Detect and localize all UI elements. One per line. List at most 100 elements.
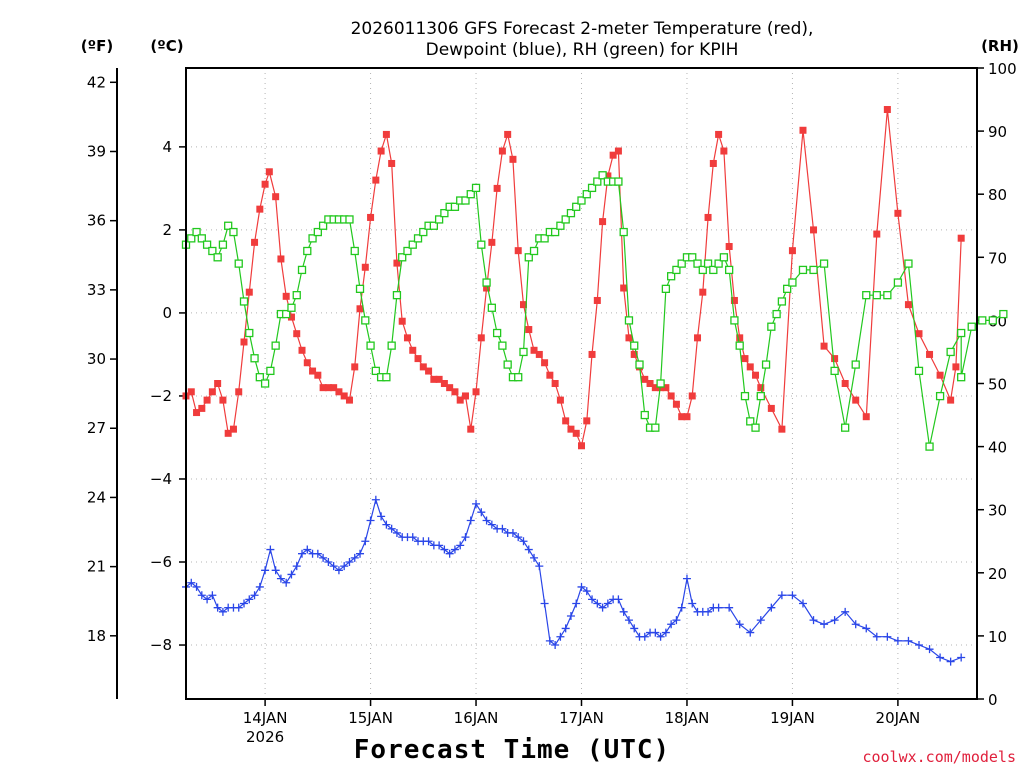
dewpoint-point — [255, 582, 264, 591]
plot-area-frame — [185, 67, 978, 700]
chart-title-line2: Dewpoint (blue), RH (green) for KPIH — [426, 40, 739, 60]
f-tick-label: 27 — [87, 419, 106, 437]
rh-point — [487, 303, 497, 312]
rh-point — [999, 309, 1008, 319]
temperature-point — [862, 413, 870, 421]
c-tick-label: −4 — [150, 470, 172, 488]
temperature-point — [224, 429, 232, 437]
rh-point — [735, 341, 744, 350]
dewpoint-point — [735, 620, 744, 629]
rh-point — [587, 183, 597, 193]
dewpoint-point — [914, 641, 923, 650]
dewpoint-point — [261, 566, 270, 575]
rh-point — [292, 291, 301, 300]
rh-point — [529, 246, 539, 256]
dewpoint-point — [540, 599, 549, 608]
dewpoint-point — [482, 516, 491, 525]
gridlines — [186, 68, 977, 699]
temperature-point — [483, 284, 491, 292]
c-tick-label: −6 — [150, 553, 172, 571]
temperature-point — [709, 159, 717, 167]
dewpoint-point — [382, 520, 391, 529]
temperature-point — [715, 130, 723, 138]
x-tick-label: 15JAN — [348, 709, 393, 727]
dewpoint-point — [798, 599, 807, 608]
rh-point — [540, 234, 549, 243]
temperature-point — [741, 355, 749, 363]
temperature-point — [282, 292, 290, 300]
temperature-point — [672, 400, 680, 408]
rh-point — [492, 328, 502, 338]
series-line — [185, 174, 1004, 447]
temperature-point — [572, 429, 580, 437]
x-tick-label: 18JAN — [665, 709, 710, 727]
x-tick-label: 19JAN — [770, 709, 815, 727]
rh-point — [598, 171, 607, 180]
temperature-point — [630, 350, 638, 358]
rh-point — [693, 259, 702, 268]
dewpoint-point — [551, 641, 560, 650]
c-tick-label: 4 — [162, 138, 172, 156]
dewpoint-point — [440, 545, 449, 554]
rh-point — [978, 316, 987, 325]
dewpoint-point — [356, 549, 365, 558]
series-line — [185, 497, 962, 663]
rh-point — [593, 177, 602, 186]
temperature-point — [614, 147, 622, 155]
dewpoint-point — [614, 595, 623, 604]
rh-point — [651, 423, 660, 432]
rh-point — [297, 265, 307, 275]
temperature-point — [361, 263, 369, 271]
dewpoint-point — [240, 599, 249, 608]
temperature-point — [504, 130, 512, 138]
rh-point — [498, 341, 507, 350]
temperature-point — [541, 359, 549, 367]
rh-point — [761, 360, 771, 369]
rh-tick-label: 90 — [988, 123, 1007, 141]
temperature-point — [477, 334, 485, 342]
rh-point — [677, 259, 686, 268]
rh-point — [245, 328, 254, 338]
dewpoint-point — [250, 591, 259, 600]
dewpoint-point — [788, 591, 797, 600]
dewpoint-point — [756, 616, 765, 625]
rh-point — [192, 227, 201, 237]
rh-point — [577, 196, 586, 205]
dewpoint-point — [872, 632, 881, 641]
dewpoint-point — [450, 545, 459, 554]
rh-point — [250, 354, 259, 363]
rh-point — [672, 265, 681, 275]
rh-unit-label: (RH) — [981, 37, 1019, 55]
temperature-point — [588, 350, 596, 358]
temperature-point — [256, 205, 264, 213]
dewpoint-point — [366, 516, 375, 525]
temperature-point — [704, 213, 712, 221]
rh-point — [688, 253, 697, 262]
dewpoint-point — [435, 541, 444, 550]
temperature-point — [562, 417, 570, 425]
dewpoint-point — [213, 603, 222, 612]
dewpoint-point — [746, 628, 755, 637]
temperature-point — [377, 147, 385, 155]
dewpoint-point — [704, 607, 713, 616]
dewpoint-point — [271, 566, 280, 575]
dewpoint-point — [725, 603, 734, 612]
temperature-point — [546, 371, 554, 379]
rh-point — [392, 291, 402, 300]
rh-tick-label: 10 — [988, 628, 1007, 646]
rh-point — [287, 303, 296, 312]
temperature-point — [841, 380, 849, 387]
temperature-point — [330, 384, 338, 392]
rh-point — [698, 265, 707, 275]
temperature-point — [388, 159, 396, 167]
rh-point — [957, 373, 966, 382]
rh-tick-label: 20 — [988, 565, 1007, 583]
dewpoint-point — [809, 616, 818, 625]
temperature-point — [435, 375, 443, 383]
rh-point — [957, 328, 966, 338]
temperature-point — [810, 226, 818, 234]
dewpoint-point — [957, 653, 966, 662]
rh-point — [751, 423, 760, 432]
rh-point — [440, 208, 449, 218]
dewpoint-point — [936, 653, 945, 662]
